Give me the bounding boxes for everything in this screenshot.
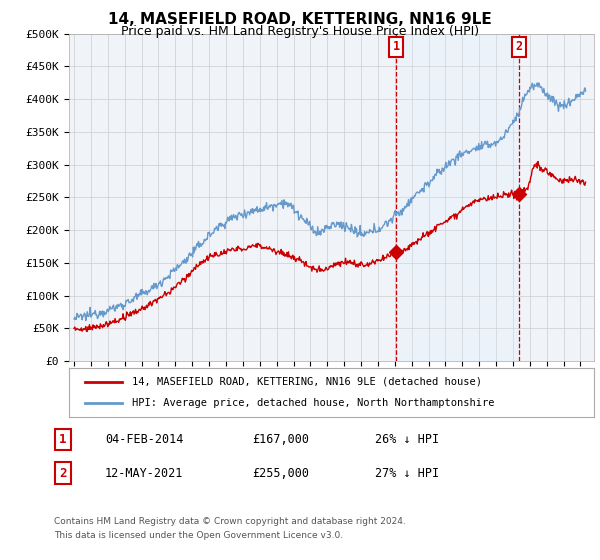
Text: 1: 1 [393, 40, 400, 53]
Text: This data is licensed under the Open Government Licence v3.0.: This data is licensed under the Open Gov… [54, 531, 343, 540]
Text: HPI: Average price, detached house, North Northamptonshire: HPI: Average price, detached house, Nort… [132, 398, 494, 408]
Text: Price paid vs. HM Land Registry's House Price Index (HPI): Price paid vs. HM Land Registry's House … [121, 25, 479, 38]
Text: 04-FEB-2014: 04-FEB-2014 [105, 433, 184, 446]
Text: 2: 2 [515, 40, 523, 53]
Text: 14, MASEFIELD ROAD, KETTERING, NN16 9LE: 14, MASEFIELD ROAD, KETTERING, NN16 9LE [108, 12, 492, 27]
Text: 27% ↓ HPI: 27% ↓ HPI [375, 466, 439, 480]
Bar [397, 34, 519, 361]
Text: 2: 2 [59, 466, 67, 480]
Text: Contains HM Land Registry data © Crown copyright and database right 2024.: Contains HM Land Registry data © Crown c… [54, 517, 406, 526]
Text: 14, MASEFIELD ROAD, KETTERING, NN16 9LE (detached house): 14, MASEFIELD ROAD, KETTERING, NN16 9LE … [132, 377, 482, 387]
Text: 1: 1 [59, 433, 67, 446]
Text: 12-MAY-2021: 12-MAY-2021 [105, 466, 184, 480]
Text: 26% ↓ HPI: 26% ↓ HPI [375, 433, 439, 446]
Text: £167,000: £167,000 [252, 433, 309, 446]
Text: £255,000: £255,000 [252, 466, 309, 480]
